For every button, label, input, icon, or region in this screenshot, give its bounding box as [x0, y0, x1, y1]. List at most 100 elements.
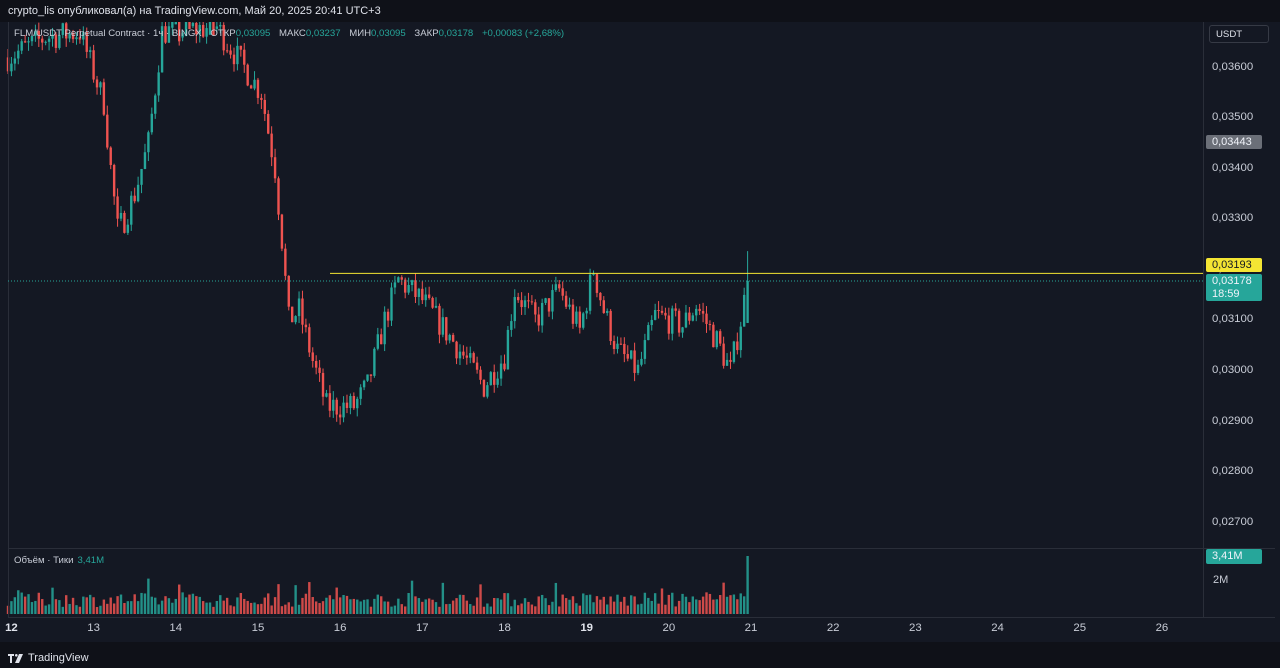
- volume-bar: [448, 603, 451, 614]
- chart-area[interactable]: [0, 22, 1280, 642]
- candle-body: [270, 133, 273, 158]
- candle-body: [318, 367, 321, 373]
- price-tick-label: 0,03500: [1212, 111, 1254, 124]
- candle-body: [369, 374, 373, 376]
- volume-bar: [698, 600, 701, 614]
- volume-bar: [643, 592, 647, 614]
- candle-body: [188, 22, 191, 30]
- volume-bar: [65, 595, 68, 614]
- candle-body: [362, 380, 366, 388]
- candle-body: [438, 305, 441, 335]
- volume-bar: [68, 603, 71, 614]
- volume-bar: [126, 601, 130, 614]
- candle-body: [232, 54, 236, 65]
- candle-body: [506, 329, 510, 370]
- last-price-tag: 0,03178 18:59: [1206, 274, 1262, 301]
- volume-bar: [10, 601, 13, 614]
- candle-body: [695, 308, 698, 316]
- volume-bar: [30, 602, 34, 614]
- candle-body: [290, 306, 294, 323]
- candle-body: [599, 292, 602, 301]
- candle-body: [150, 113, 154, 133]
- date-tick-label: 26: [1155, 622, 1169, 634]
- volume-bar: [674, 606, 677, 614]
- volume-bar: [554, 582, 558, 614]
- volume-bar: [47, 604, 51, 614]
- candle-body: [414, 280, 417, 297]
- candle-body: [650, 319, 653, 326]
- candle-body: [366, 374, 369, 381]
- volume-bar: [352, 598, 356, 614]
- candle-body: [23, 41, 27, 43]
- volume-bar: [657, 603, 660, 614]
- candle-body: [75, 37, 78, 40]
- candle-body: [633, 350, 636, 373]
- volume-bar: [465, 600, 469, 614]
- volume-bar: [380, 596, 383, 614]
- candle-body: [352, 395, 356, 409]
- candle-body: [390, 287, 393, 321]
- volume-bar: [681, 593, 684, 614]
- candle-body: [349, 395, 352, 408]
- candle-body: [229, 50, 232, 55]
- volume-bar: [458, 594, 462, 614]
- volume-legend: Объём · Тики 3,41M: [14, 555, 104, 566]
- currency-button[interactable]: USDT: [1209, 25, 1269, 43]
- candle-body: [126, 224, 130, 233]
- volume-bar: [123, 603, 126, 614]
- volume-bar: [742, 596, 746, 614]
- candle-body: [722, 343, 725, 366]
- volume-bar: [640, 603, 643, 614]
- price-tick-label: 0,03000: [1212, 363, 1254, 376]
- volume-bar: [229, 605, 232, 614]
- candle-body: [99, 82, 102, 88]
- candle-body: [629, 350, 633, 359]
- candle-body: [133, 195, 136, 202]
- volume-bar: [181, 592, 184, 614]
- volume-bar: [475, 597, 479, 614]
- volume-bar: [715, 599, 718, 614]
- volume-bar: [287, 602, 290, 614]
- volume-bar: [609, 596, 612, 614]
- date-tick-label: 16: [333, 622, 347, 634]
- candle-body: [181, 33, 184, 38]
- candle-body: [619, 343, 623, 345]
- candle-body: [239, 45, 243, 50]
- volume-bar: [493, 598, 496, 614]
- volume-bar: [246, 600, 249, 614]
- volume-bar: [212, 606, 215, 614]
- volume-bar: [267, 593, 270, 614]
- volume-bar: [540, 594, 544, 614]
- volume-bar: [34, 600, 37, 614]
- volume-bar: [486, 603, 489, 614]
- candle-body: [592, 274, 595, 276]
- volume-bar: [167, 598, 171, 614]
- volume-bar: [321, 601, 325, 614]
- candle-body: [284, 248, 287, 276]
- volume-bar: [623, 596, 626, 614]
- volume-bar: [677, 600, 681, 614]
- volume-bar: [136, 601, 140, 614]
- candle-body: [732, 341, 736, 362]
- candle-body: [160, 26, 164, 73]
- candle-body: [582, 313, 585, 328]
- volume-bar: [290, 606, 294, 614]
- volume-bar: [164, 596, 167, 614]
- volume-bar: [184, 597, 188, 614]
- volume-bar: [27, 594, 30, 614]
- volume-bar: [434, 602, 438, 614]
- volume-bar: [191, 593, 195, 614]
- candle-body: [102, 82, 106, 115]
- volume-bar: [462, 594, 465, 614]
- volume-bar: [602, 596, 605, 614]
- horizontal-line-price-tag[interactable]: 0,03193: [1206, 258, 1262, 272]
- volume-bar: [571, 596, 575, 614]
- candle-body: [540, 302, 544, 326]
- date-tick-label: 12: [5, 622, 18, 634]
- volume-bar: [359, 601, 362, 614]
- candle-body: [222, 24, 225, 51]
- volume-bar: [349, 599, 352, 614]
- volume-bar: [119, 594, 123, 614]
- volume-bar: [198, 596, 201, 614]
- candle-body: [606, 310, 609, 313]
